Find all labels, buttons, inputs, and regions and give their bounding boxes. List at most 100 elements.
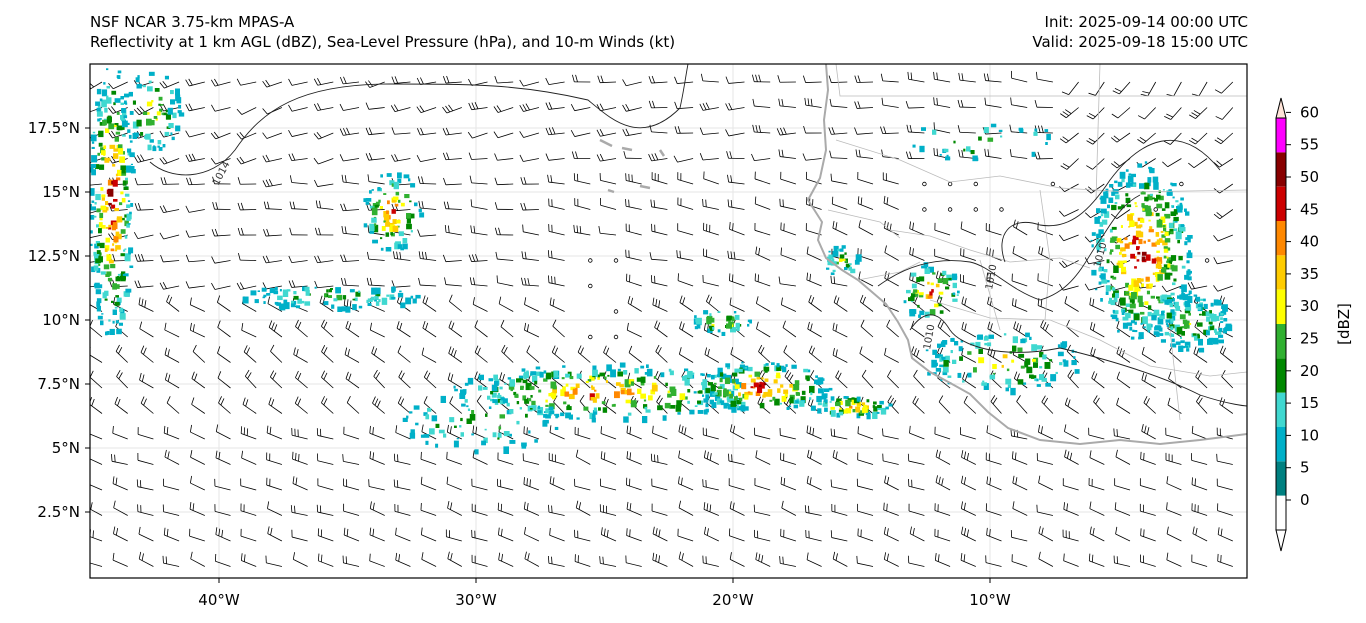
wind-barb-feather <box>960 501 963 509</box>
wind-barb-feather <box>526 503 529 511</box>
wind-barb-feather <box>240 553 243 561</box>
reflectivity-cell <box>394 242 400 250</box>
wind-barb-feather <box>757 396 762 404</box>
reflectivity-cell <box>1175 305 1181 311</box>
wind-barb-feather <box>884 245 887 253</box>
reflectivity-cell <box>528 430 531 434</box>
reflectivity-cell <box>952 282 957 289</box>
reflectivity-cell <box>845 396 849 400</box>
wind-barb-feather <box>92 530 94 538</box>
reflectivity-cell <box>583 406 589 411</box>
reflectivity-cell <box>1161 208 1166 211</box>
reflectivity-cell <box>953 140 956 144</box>
wind-barb-shaft <box>703 281 719 287</box>
wind-barb-feather <box>108 82 114 90</box>
wind-barb-shaft <box>240 535 257 542</box>
reflectivity-cell <box>454 425 457 428</box>
reflectivity-cell <box>155 118 158 121</box>
reflectivity-cell <box>623 416 629 423</box>
wind-barb-feather <box>1042 322 1047 330</box>
wind-barb-feather <box>573 224 575 233</box>
wind-barb-shaft <box>807 328 822 338</box>
wind-barb-shaft <box>934 104 951 108</box>
reflectivity-cell <box>1011 359 1015 363</box>
wind-barb-feather <box>159 282 164 290</box>
wind-barb-feather <box>501 553 504 562</box>
wind-barb-feather <box>317 553 320 561</box>
reflectivity-cell <box>737 406 743 411</box>
reflectivity-cell <box>822 378 825 381</box>
reflectivity-cell <box>123 186 129 190</box>
wind-barb-shaft <box>1116 327 1131 338</box>
reflectivity-cell <box>109 328 115 335</box>
wind-barb-feather <box>114 396 118 404</box>
wind-barb-feather <box>703 526 707 535</box>
reflectivity-cell <box>791 364 797 369</box>
reflectivity-cell <box>1188 250 1191 254</box>
wind-barb-feather <box>983 73 986 81</box>
wind-barb-feather <box>1193 346 1197 354</box>
wind-barb-shaft <box>986 534 1002 542</box>
reflectivity-cell <box>919 145 925 153</box>
reflectivity-cell <box>657 405 663 411</box>
reflectivity-cell <box>111 204 116 209</box>
reflectivity-cell <box>1222 304 1228 312</box>
wind-barb-feather <box>397 345 402 353</box>
reflectivity-cell <box>106 271 112 276</box>
wind-barb-feather <box>162 156 168 164</box>
wind-barb-shaft <box>217 327 231 338</box>
reflectivity-cell <box>710 385 716 392</box>
wind-barb-shaft <box>291 536 308 542</box>
reflectivity-cell <box>738 368 743 373</box>
wind-barb-feather <box>727 174 730 183</box>
wind-barb-feather <box>191 371 195 379</box>
wind-barb-feather <box>1166 113 1174 118</box>
reflectivity-cell <box>114 306 118 309</box>
wind-barb-feather <box>545 127 550 135</box>
reflectivity-cell <box>286 289 291 292</box>
wind-barb-shaft <box>985 132 1002 135</box>
reflectivity-cell <box>330 288 333 290</box>
wind-barb-feather <box>810 296 815 305</box>
wind-barb-shaft <box>780 229 797 236</box>
wind-barb-feather <box>1163 140 1171 145</box>
wind-barb-feather <box>314 280 318 288</box>
wind-barb-feather <box>625 104 630 111</box>
wind-barb-shaft <box>498 534 514 542</box>
reflectivity-cell <box>644 372 649 375</box>
wind-barb-shaft <box>266 484 283 491</box>
wind-barb-feather <box>755 74 758 82</box>
wind-barb-feather <box>857 101 861 109</box>
wind-barb-shaft <box>1063 234 1079 242</box>
wind-barb-shaft <box>1088 484 1105 491</box>
wind-barb-shaft <box>728 257 745 261</box>
wind-barb-shaft <box>113 507 128 516</box>
reflectivity-cell <box>525 382 532 391</box>
wind-barb-feather <box>728 102 733 110</box>
reflectivity-cell <box>733 311 737 314</box>
wind-barb-shaft <box>857 510 874 516</box>
wind-barb-shaft <box>805 104 822 108</box>
wind-barb-shaft <box>291 260 308 264</box>
reflectivity-cell <box>695 317 702 326</box>
reflectivity-cell <box>734 396 738 401</box>
reflectivity-cell <box>1172 220 1176 224</box>
reflectivity-cell <box>623 372 627 375</box>
wind-barb-feather <box>87 476 88 483</box>
wind-barb-shaft <box>651 158 668 162</box>
reflectivity-cell <box>713 392 718 395</box>
reflectivity-cell <box>449 417 455 423</box>
reflectivity-cell <box>399 290 402 293</box>
reflectivity-cell <box>1147 330 1151 333</box>
reflectivity-cell <box>113 199 118 202</box>
wind-barb-shaft <box>857 433 874 440</box>
wind-barb-feather <box>727 199 730 207</box>
wind-barb-shaft <box>857 485 874 491</box>
reflectivity-cell <box>1152 197 1155 200</box>
reflectivity-cell <box>100 187 104 191</box>
wind-barb-feather <box>1062 136 1069 142</box>
wind-barb-shaft <box>214 511 231 516</box>
wind-barb-feather <box>468 254 472 262</box>
colorbar-tick-label: 35 <box>1300 265 1319 283</box>
time-block: Init: 2025-09-14 00:00 UTC Valid: 2025-0… <box>1032 12 1248 52</box>
